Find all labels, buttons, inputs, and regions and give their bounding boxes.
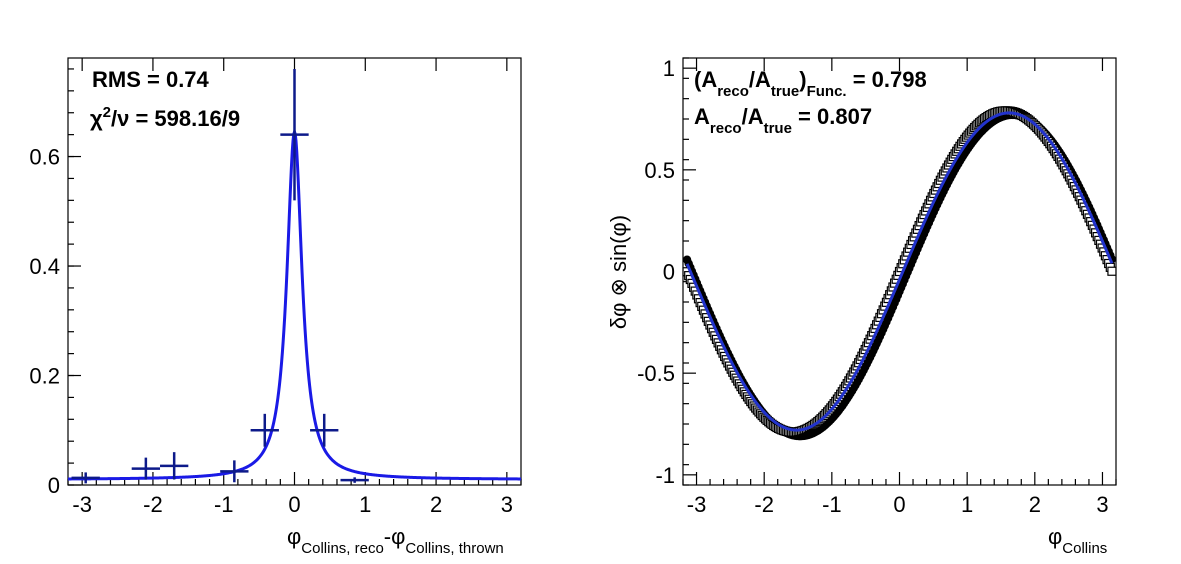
open-square-marker: [1108, 267, 1116, 275]
right-data-series: [683, 107, 1116, 440]
left-x-tick-label: 2: [430, 492, 442, 517]
right-x-tick-label: -1: [822, 492, 842, 517]
right-y-tick-label: -1: [655, 463, 675, 488]
left-x-tick-label: -2: [143, 492, 163, 517]
right-x-tick-label: -2: [754, 492, 774, 517]
left-x-axis-label: φCollins, reco-φCollins, thrown: [287, 524, 504, 557]
left-x-tick-label: 1: [359, 492, 371, 517]
data-point: [220, 460, 248, 482]
data-point: [132, 458, 160, 480]
left-y-tick-label: 0: [48, 473, 60, 498]
left-y-tick-label: 0.4: [29, 254, 60, 279]
data-point: [341, 477, 369, 482]
left-y-tick-label: 0.6: [29, 145, 60, 170]
left-x-tick-label: 0: [288, 492, 300, 517]
left-x-tick-label: 3: [501, 492, 513, 517]
left-x-tick-label: -3: [72, 492, 92, 517]
left-data-points: [72, 69, 369, 483]
right-y-tick-label: 0: [663, 260, 675, 285]
right-x-tick-label: 3: [1096, 492, 1108, 517]
right-y-tick-label: 1: [663, 56, 675, 81]
right-y-tick-label: -0.5: [637, 361, 675, 386]
rms-annotation: RMS = 0.74: [92, 67, 210, 92]
right-y-tick-label: 0.5: [644, 158, 675, 183]
right-chart: -3 -2 -1 0 1 2 3 -1 -0.5 0 0.5 1 (Areco/Atrue)Func…: [606, 56, 1116, 557]
left-x-tick-label: -1: [214, 492, 234, 517]
right-y-axis-label: δφ ⊗ sin(φ): [606, 215, 631, 329]
data-point: [280, 69, 308, 200]
data-point: [160, 452, 188, 479]
chi2-annotation: χ2/ν = 598.16/9: [90, 104, 240, 131]
left-chart: -3 -2 -1 0 1 2 3 0 0.2 0.4 0.6 RMS = 0.74 χ2/ν = …: [29, 58, 521, 557]
left-y-ticks: 0 0.2 0.4 0.6: [29, 69, 81, 498]
right-x-tick-label: -3: [687, 492, 707, 517]
right-x-tick-label: 0: [893, 492, 905, 517]
data-point: [72, 472, 100, 483]
right-x-axis-label: φCollins: [1048, 524, 1107, 557]
func-ratio-annotation: (Areco/Atrue)Func. = 0.798: [694, 67, 927, 100]
left-y-tick-label: 0.2: [29, 364, 60, 389]
right-x-tick-label: 2: [1029, 492, 1041, 517]
right-x-tick-label: 1: [961, 492, 973, 517]
ratio-annotation: Areco/Atrue = 0.807: [694, 104, 872, 137]
